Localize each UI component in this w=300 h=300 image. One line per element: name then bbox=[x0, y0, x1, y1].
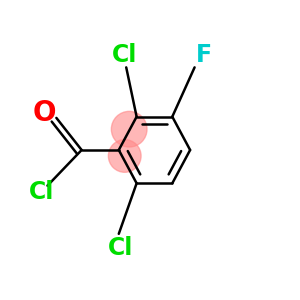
Text: Cl: Cl bbox=[108, 236, 133, 260]
Text: O: O bbox=[33, 99, 56, 128]
Text: Cl: Cl bbox=[29, 180, 54, 204]
Text: Cl: Cl bbox=[112, 44, 137, 68]
Circle shape bbox=[108, 140, 141, 172]
Text: F: F bbox=[195, 44, 212, 68]
Circle shape bbox=[111, 111, 147, 147]
